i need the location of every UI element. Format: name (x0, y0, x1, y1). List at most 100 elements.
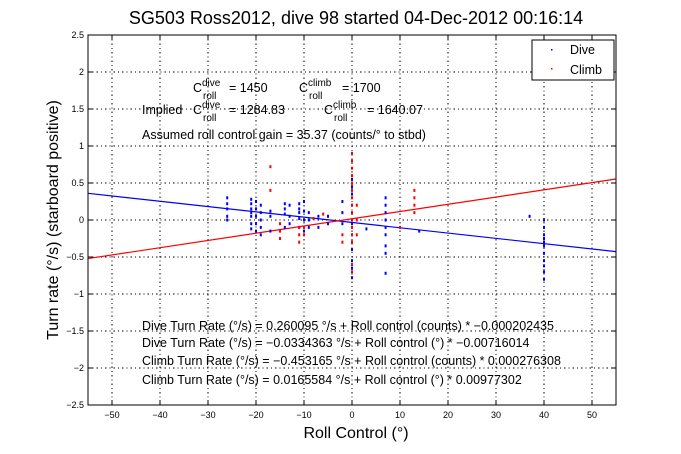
y-tick-label: 0 (79, 215, 84, 225)
y-axis-label: Turn rate (°/s) (starboard positive) (45, 100, 62, 340)
dive-point (269, 229, 272, 233)
implied-climb-sub: roll (334, 113, 347, 124)
x-tick-label: 20 (443, 410, 453, 420)
dive-point (298, 202, 301, 206)
dive-point (543, 259, 545, 263)
x-axis-label: Roll Control (°) (303, 425, 408, 442)
dive-point (384, 203, 387, 207)
equation-dive-degrees: Dive Turn Rate (°/s) = −0.0334363 °/s + … (142, 336, 529, 350)
climb-point (298, 233, 301, 237)
dive-point (283, 225, 286, 229)
dive-point (351, 259, 353, 263)
x-tick-label: 40 (539, 410, 549, 420)
dive-point (317, 225, 320, 229)
climb-point (351, 203, 353, 207)
dive-point (259, 233, 262, 237)
climb-point (351, 211, 353, 215)
dive-point (384, 211, 387, 215)
dive-point (351, 248, 353, 252)
dive-point (226, 196, 229, 200)
dive-point (250, 222, 253, 226)
dive-point (543, 233, 545, 237)
dive-point (307, 225, 310, 229)
c-roll-dive-annotation: C dive roll = 1450 (193, 78, 268, 102)
dive-point (418, 229, 421, 233)
climb-point (413, 203, 416, 207)
dive-point (307, 211, 310, 215)
c-roll-dive-sup: dive (202, 78, 221, 89)
equation-dive-counts: Dive Turn Rate (°/s) = 0.260095 °/s + Ro… (142, 319, 554, 333)
dive-point (543, 225, 545, 229)
climb-point (303, 225, 305, 229)
climb-point (351, 166, 353, 170)
dive-point (543, 277, 545, 281)
gain-annotation: Assumed roll control gain = 35.37 (count… (142, 128, 426, 142)
climb-point (351, 233, 353, 237)
climb-point (322, 212, 325, 216)
x-tick-label: −50 (104, 410, 119, 420)
chart-title: SG503 Ross2012, dive 98 started 04-Dec-2… (129, 8, 583, 28)
c-roll-dive-sub: roll (203, 91, 216, 102)
climb-point (312, 217, 315, 221)
dive-point (303, 229, 305, 233)
dive-point (303, 209, 305, 213)
y-tick-label: 2 (79, 67, 84, 77)
c-roll-dive-value: = 1450 (229, 81, 268, 95)
dive-point (317, 214, 320, 218)
climb-point (399, 225, 401, 229)
dive-point (327, 214, 329, 218)
dive-point (259, 225, 262, 229)
climb-point (303, 233, 305, 237)
climb-point (279, 237, 281, 240)
plot-frame (87, 34, 617, 406)
legend-climb-marker (551, 68, 553, 70)
equation-climb-counts: Climb Turn Rate (°/s) = −0.453165 °/s + … (142, 354, 561, 368)
climb-point (355, 233, 358, 237)
dive-point (288, 203, 291, 207)
climb-point (355, 203, 358, 207)
dive-point (255, 207, 257, 211)
c-roll-climb-sub: roll (309, 91, 322, 102)
dive-point (250, 202, 253, 206)
dive-point (384, 233, 387, 237)
x-tick-label: −20 (248, 410, 263, 420)
implied-climb-value: = 1640.07 (367, 103, 423, 117)
legend-item-climb: Climb (551, 63, 602, 77)
climb-point (269, 165, 272, 169)
climb-point (341, 233, 344, 237)
climb-point (413, 188, 416, 192)
dive-point (543, 264, 545, 268)
implied-climb-prefix: C (324, 103, 333, 117)
dive-point (543, 270, 545, 274)
dive-point (351, 185, 353, 189)
dive-point (351, 177, 353, 181)
dive-point (269, 209, 272, 213)
dive-point (255, 214, 257, 218)
implied-dive-sup: dive (202, 100, 221, 111)
dive-point (384, 271, 387, 275)
x-tick-label: 10 (395, 410, 405, 420)
x-tick-label: −30 (200, 410, 215, 420)
dive-point (384, 251, 387, 255)
dive-point (351, 266, 353, 270)
y-tick-label: −0.5 (66, 252, 84, 262)
dive-point (226, 202, 229, 206)
dive-point (384, 196, 387, 200)
climb-point (298, 240, 301, 244)
dive-point (298, 207, 301, 211)
dive-point (259, 218, 262, 222)
equation-climb-degrees: Climb Turn Rate (°/s) = 0.0165584 °/s + … (142, 373, 522, 387)
implied-dive-prefix: C (193, 103, 202, 117)
dive-point (269, 214, 272, 218)
dive-point (384, 225, 387, 229)
climb-point (269, 188, 272, 192)
climb-point (279, 222, 281, 226)
y-tick-label: −1 (74, 289, 84, 299)
dive-point (250, 211, 253, 215)
dive-point (283, 207, 286, 211)
climb-point (351, 240, 353, 244)
annotations: C dive roll = 1450 C climb roll = 1700 I… (142, 78, 561, 387)
c-roll-climb-sup: climb (308, 78, 332, 89)
dive-point (543, 218, 545, 222)
